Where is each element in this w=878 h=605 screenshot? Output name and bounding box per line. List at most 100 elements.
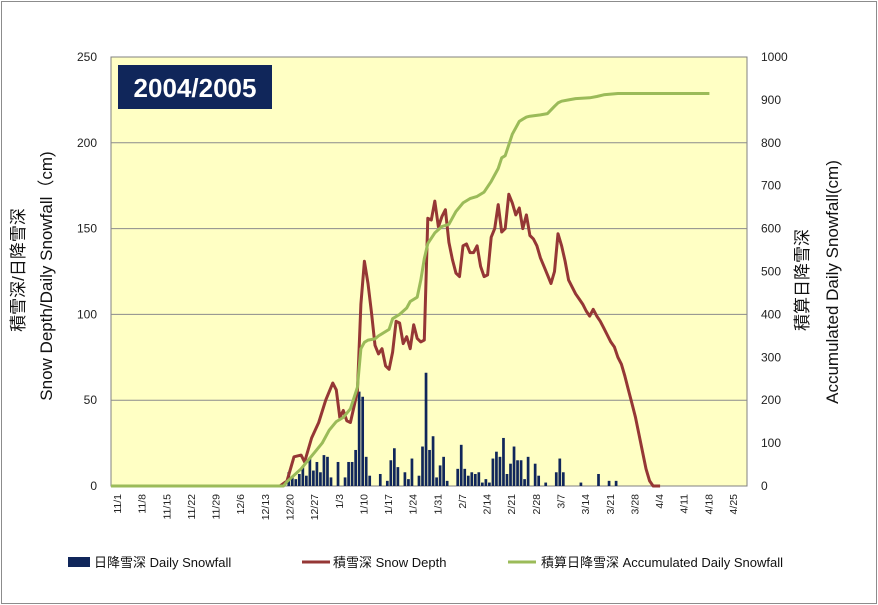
snowfall-bar — [519, 460, 523, 486]
plot-area — [110, 56, 748, 487]
snowfall-bar — [421, 446, 424, 486]
snowfall-bar — [473, 473, 477, 486]
snowfall-bar — [322, 455, 326, 486]
x-tick-label: 11/1 — [112, 494, 124, 514]
snowfall-bar — [319, 472, 322, 486]
right-tick-label: 800 — [761, 136, 781, 150]
right-tick-label: 400 — [761, 307, 781, 321]
snowfall-bar — [445, 480, 449, 486]
left-tick-label: 150 — [77, 222, 97, 236]
snowfall-bar — [502, 437, 505, 486]
snowfall-bar — [417, 475, 421, 486]
x-tick-label: 11/15 — [161, 494, 173, 520]
x-tick-label: 2/21 — [506, 494, 518, 515]
right-tick-label: 0 — [761, 479, 768, 493]
left-tick-label: 50 — [84, 393, 98, 407]
snowfall-bar — [505, 473, 509, 486]
x-tick-label: 4/18 — [703, 494, 715, 515]
snowfall-bar — [424, 372, 428, 486]
x-tick-label: 1/10 — [358, 494, 370, 515]
snowfall-bar — [537, 475, 541, 486]
legend: 日降雪深 Daily Snowfall 積雪深 Snow Depth 積算日降雪… — [68, 555, 783, 570]
right-tick-label: 700 — [761, 179, 781, 193]
snowfall-bar — [533, 463, 537, 486]
snowfall-bar — [361, 396, 365, 486]
snowfall-bar — [561, 472, 565, 486]
snowfall-bar — [491, 458, 495, 486]
snowfall-bar — [347, 461, 350, 486]
right-tick-label: 100 — [761, 436, 781, 450]
snowfall-bar — [466, 475, 470, 486]
x-tick-label: 3/7 — [556, 494, 568, 509]
snowfall-bar — [396, 467, 400, 486]
x-tick-label: 3/21 — [605, 494, 617, 515]
snowfall-bar — [308, 458, 312, 486]
x-tick-label: 1/31 — [432, 494, 444, 515]
left-axis-title-jp: 積雪深/日降雪深 — [9, 208, 28, 332]
legend-label-daily-snowfall: 日降雪深 Daily Snowfall — [94, 555, 231, 570]
snowfall-bar — [516, 460, 519, 486]
snowfall-bar — [484, 479, 488, 486]
snowfall-bar — [301, 467, 305, 486]
x-tick-label: 1/24 — [408, 494, 420, 515]
snowfall-bar — [526, 456, 530, 486]
snowfall-bar — [442, 456, 445, 486]
right-tick-label: 200 — [761, 393, 781, 407]
snowfall-bar — [350, 461, 354, 486]
right-axis-title-en: Accumulated Daily Snowfall(cm) — [823, 160, 842, 404]
snowfall-bar — [428, 449, 431, 486]
x-tick-label: 12/20 — [284, 494, 296, 520]
right-tick-label: 1000 — [761, 50, 788, 64]
snowfall-bar — [385, 480, 389, 486]
x-tick-label: 2/14 — [482, 494, 494, 515]
right-axis-title-jp: 積算日降雪深 — [793, 229, 812, 331]
x-tick-label: 3/14 — [580, 494, 592, 515]
left-tick-label: 0 — [90, 479, 97, 493]
snowfall-bar — [554, 472, 558, 486]
snowfall-bar — [512, 446, 516, 486]
snowfall-bar — [364, 456, 368, 486]
right-axis-ticks: 0 100 200 300 400 500 600 700 800 900 1000 — [761, 50, 788, 493]
snowfall-bar — [509, 463, 512, 486]
snowfall-bar — [389, 460, 393, 486]
snowfall-bar — [607, 480, 611, 486]
snowfall-bar — [407, 479, 410, 486]
snowfall-bar — [597, 473, 600, 486]
snowfall-bar — [378, 473, 382, 486]
snowfall-bar — [336, 461, 340, 486]
x-tick-label: 4/4 — [654, 494, 666, 509]
x-tick-label: 12/6 — [235, 494, 247, 515]
snowfall-bar — [294, 479, 298, 486]
left-tick-label: 100 — [77, 307, 97, 321]
snowfall-bar — [488, 482, 491, 486]
daily-snowfall-bars — [287, 372, 618, 486]
snowfall-bar — [354, 449, 357, 486]
snowfall-bar — [456, 468, 460, 486]
legend-label-accumulated: 積算日降雪深 Accumulated Daily Snowfall — [541, 555, 783, 570]
x-tick-label: 11/22 — [186, 494, 198, 520]
left-tick-label: 250 — [77, 50, 97, 64]
snowfall-bar — [523, 479, 526, 486]
snowfall-bar — [393, 448, 396, 486]
snowfall-bar — [614, 480, 618, 486]
x-tick-label: 1/3 — [334, 494, 346, 509]
accumulated-snowfall-line — [111, 92, 710, 488]
season-badge — [118, 65, 272, 109]
x-tick-label: 1/17 — [383, 494, 395, 515]
snowfall-bar — [357, 391, 361, 486]
snowfall-bar — [368, 475, 372, 486]
left-tick-label: 200 — [77, 136, 97, 150]
snowfall-bar — [498, 456, 502, 486]
snowfall-bar — [312, 470, 315, 486]
snowfall-bar — [315, 461, 319, 486]
snowfall-bar — [579, 482, 583, 486]
snowfall-bar — [305, 475, 308, 486]
left-axis-title-en: Snow Depth/Daily Snowfall（cm) — [37, 151, 56, 400]
left-axis-ticks: 0 50 100 150 200 250 — [77, 50, 97, 493]
x-tick-label: 2/7 — [457, 494, 469, 509]
x-tick-label: 12/13 — [260, 494, 272, 520]
right-tick-label: 300 — [761, 350, 781, 364]
snowfall-bar — [410, 458, 414, 486]
snowfall-bar — [481, 482, 484, 486]
